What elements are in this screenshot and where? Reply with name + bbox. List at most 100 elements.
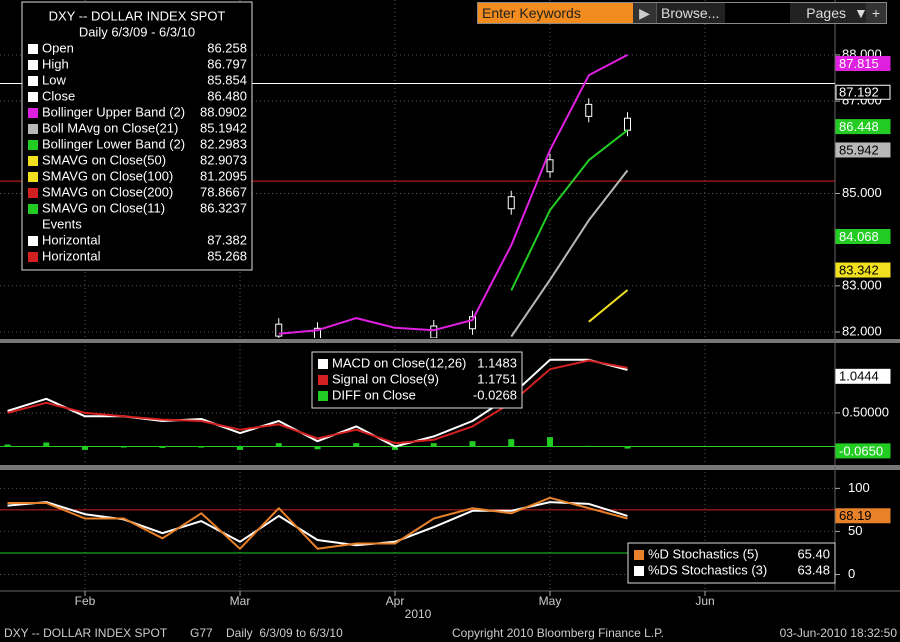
candle <box>430 325 438 338</box>
legend-name: %D Stochastics (5) <box>648 546 759 561</box>
legend-swatch <box>634 550 644 560</box>
legend-swatch <box>28 188 38 198</box>
footer-security: DXY -- DOLLAR INDEX SPOT <box>4 626 168 640</box>
series-line <box>7 496 628 550</box>
price-tag <box>835 142 891 158</box>
legend-value: 87.382 <box>207 232 247 247</box>
candle <box>624 117 631 131</box>
y-tick-label: 85.000 <box>842 185 882 200</box>
go-button[interactable]: ▶ <box>633 3 656 23</box>
bar <box>624 446 631 449</box>
legend-title: DXY -- DOLLAR INDEX SPOT <box>49 8 226 23</box>
legend-subtitle: Daily 6/3/09 - 6/3/10 <box>79 24 195 39</box>
footer-code: G77 <box>190 626 213 640</box>
x-tick-label: Jun <box>695 594 714 608</box>
pages-button[interactable]: Pages <box>790 3 850 23</box>
browse-button[interactable]: Browse... <box>656 3 725 23</box>
series-line <box>510 129 629 291</box>
series-line <box>7 358 628 448</box>
legend-value: 86.480 <box>207 88 247 103</box>
footer-range: Daily 6/3/09 to 6/3/10 <box>226 626 343 640</box>
legend-box <box>21 1 253 271</box>
series-line <box>7 359 628 445</box>
legend-swatch <box>28 156 38 166</box>
legend-value: 88.0902 <box>200 104 247 119</box>
price-tag <box>835 84 891 100</box>
x-axis-year: 2010 <box>405 607 432 621</box>
legend-box <box>627 542 836 584</box>
candle <box>275 323 283 337</box>
price-tag-label: 86.448 <box>839 119 879 134</box>
legend-swatch <box>318 391 328 401</box>
series-line <box>278 54 628 335</box>
spacer <box>725 3 790 23</box>
footer-timestamp: 03-Jun-2010 18:32:50 <box>779 626 897 640</box>
price-tag-label: 84.068 <box>839 229 879 244</box>
legend-value: 81.2095 <box>200 168 247 183</box>
legend-name: Open <box>42 40 74 55</box>
bar <box>275 443 282 447</box>
plus-button[interactable]: + <box>866 3 886 23</box>
price-tag-label: -0.0650 <box>839 443 883 458</box>
legend-swatch <box>318 375 328 385</box>
panel-separator <box>0 465 900 470</box>
legend-swatch <box>28 236 38 246</box>
legend-value: 1.1483 <box>477 355 517 370</box>
bar <box>237 446 243 450</box>
bar <box>430 443 437 447</box>
legend-name: Bollinger Upper Band (2) <box>42 104 185 119</box>
x-tick-label: Feb <box>75 594 96 608</box>
legend-value: 85.268 <box>207 248 247 263</box>
bar <box>469 441 476 447</box>
price-tag <box>835 119 891 135</box>
legend-swatch <box>28 140 38 150</box>
legend-value: -0.0268 <box>473 387 517 402</box>
legend-swatch <box>28 124 38 134</box>
legend-swatch <box>28 252 38 262</box>
legend-value: 85.1942 <box>200 120 247 135</box>
x-tick-label: Apr <box>386 594 405 608</box>
legend-name: Low <box>42 72 66 87</box>
y-tick-label: 0.50000 <box>842 404 889 419</box>
legend-swatch <box>634 566 644 576</box>
legend-value: 1.1751 <box>477 371 517 386</box>
legend-name: MACD on Close(12,26) <box>332 355 466 370</box>
bar <box>198 446 205 448</box>
legend-name: Horizontal <box>42 248 101 263</box>
legend-name: Events <box>42 216 82 231</box>
price-tag-label: 87.815 <box>839 56 879 71</box>
legend-name: Close <box>42 88 75 103</box>
price-tag <box>835 368 891 384</box>
legend-swatch <box>28 172 38 182</box>
legend-swatch <box>28 60 38 70</box>
legend-value: 86.797 <box>207 56 247 71</box>
y-tick-label: 82.000 <box>842 323 882 338</box>
pages-arrow[interactable]: ▼ <box>850 3 868 23</box>
series-line <box>588 289 629 323</box>
legend-name: SMAVG on Close(11) <box>42 200 165 215</box>
legend-name: SMAVG on Close(100) <box>42 168 173 183</box>
legend-box <box>311 351 523 409</box>
legend-swatch <box>318 359 328 369</box>
panel <box>0 345 835 462</box>
price-tag-label: 83.342 <box>839 262 879 277</box>
bar <box>314 446 321 450</box>
keyword-input[interactable]: Enter Keywords <box>478 3 633 23</box>
candle <box>469 316 476 330</box>
legend-name: SMAVG on Close(200) <box>42 184 173 199</box>
legend-value: 82.2983 <box>200 136 247 151</box>
price-tag <box>835 508 891 524</box>
panel-separator <box>0 339 900 343</box>
footer: DXY -- DOLLAR INDEX SPOT G77 Daily 6/3/0… <box>0 624 900 642</box>
legend-value: 82.9073 <box>200 152 247 167</box>
legend-name: High <box>42 56 69 71</box>
bar <box>82 446 88 450</box>
y-tick-label: 50 <box>848 523 862 538</box>
legend-value: 85.854 <box>207 72 247 87</box>
bar <box>43 442 50 447</box>
legend-swatch <box>28 44 38 54</box>
footer-copyright: Copyright 2010 Bloomberg Finance L.P. <box>452 626 664 640</box>
legend-name: Bollinger Lower Band (2) <box>42 136 185 151</box>
legend-name: Signal on Close(9) <box>332 371 439 386</box>
